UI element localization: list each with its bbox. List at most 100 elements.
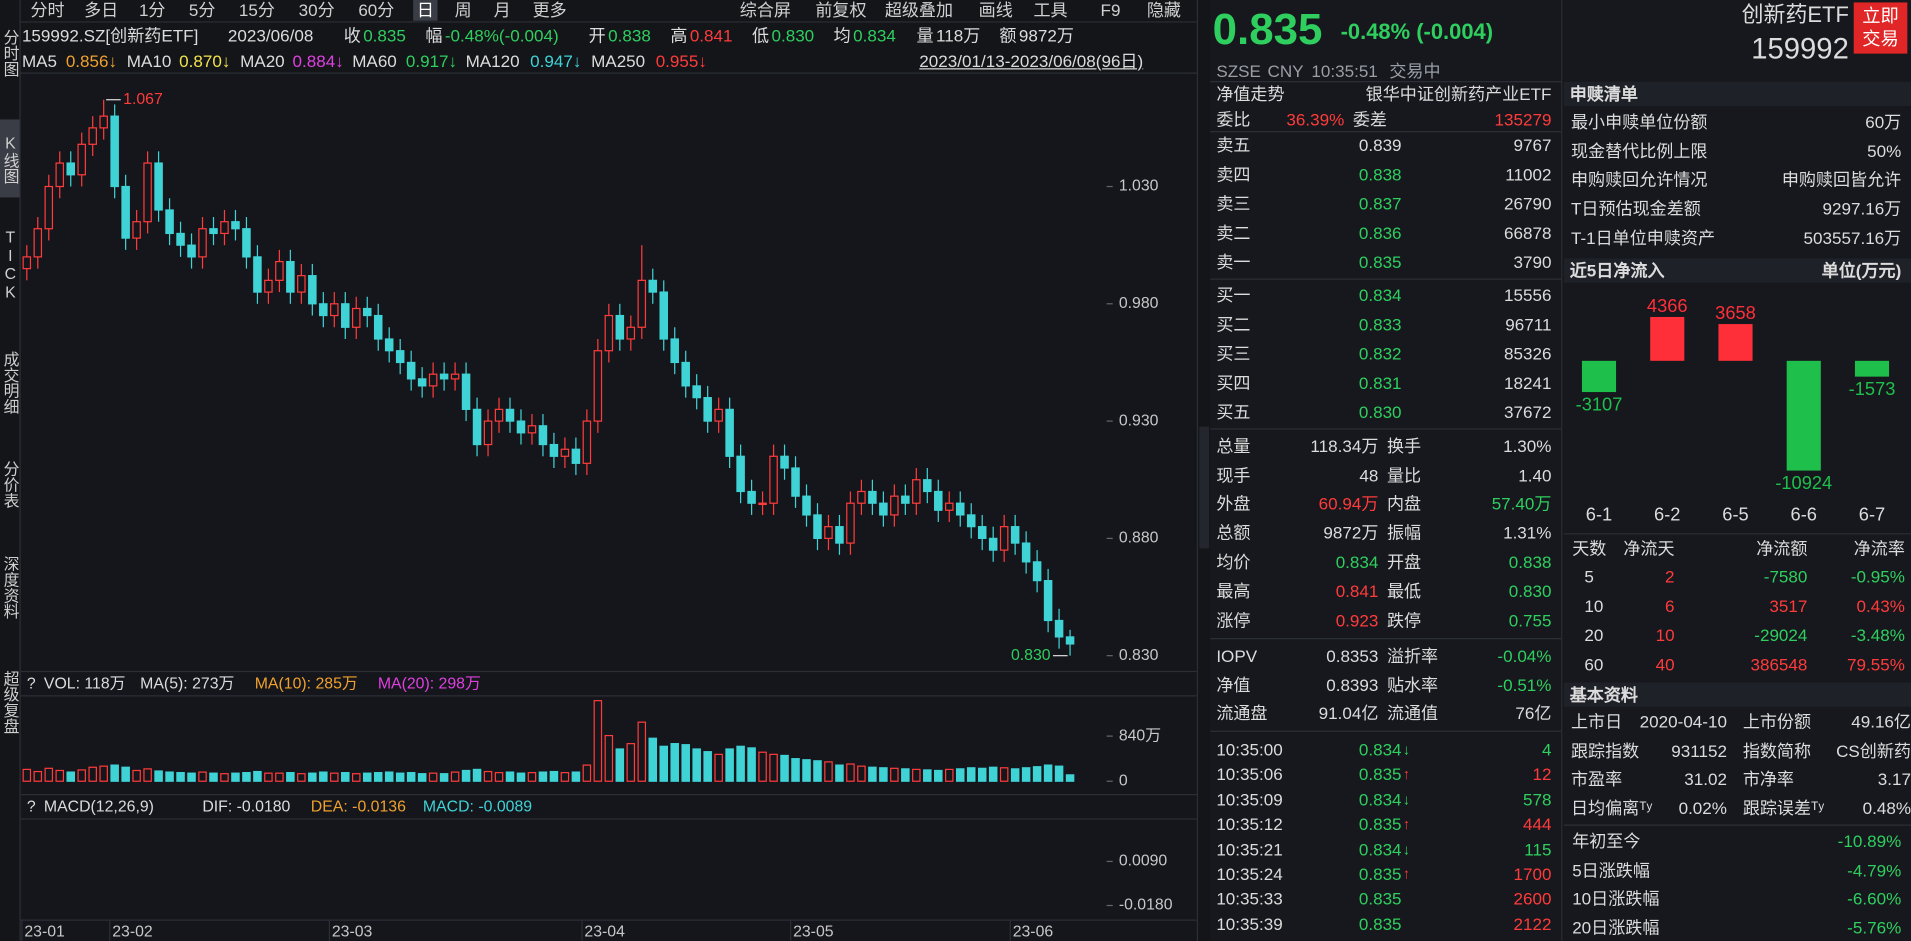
volume-bar xyxy=(198,771,207,782)
candle-body xyxy=(439,373,449,380)
toolbar-button[interactable]: 15分 xyxy=(238,0,275,20)
return-label: 5日涨跌幅 xyxy=(1572,860,1650,880)
toolbar-button[interactable]: 超级叠加 xyxy=(884,0,954,20)
candle-body xyxy=(1021,542,1031,563)
volume-bar xyxy=(516,772,526,782)
candle-body xyxy=(505,408,515,422)
stat-label: 跌停 xyxy=(1386,610,1422,631)
volume-bar xyxy=(297,773,306,782)
info-text: 均 xyxy=(833,25,851,46)
side-tab[interactable]: 超级复盘 xyxy=(1,670,20,734)
toolbar-button[interactable]: 更多 xyxy=(532,0,567,20)
x-tick-label: 23-05 xyxy=(793,924,834,941)
stat-value: 0.830 xyxy=(1508,581,1552,601)
flow-table-cell: 79.55% xyxy=(1847,654,1905,674)
toolbar-button[interactable]: 30分 xyxy=(298,0,335,20)
toolbar-button[interactable]: 月 xyxy=(493,0,511,20)
flow-bar xyxy=(1650,316,1685,361)
flow-value-label: -3107 xyxy=(1576,393,1623,414)
candle-body xyxy=(362,307,372,317)
volume-bar xyxy=(187,772,196,782)
candle-body xyxy=(209,228,218,235)
stat-label: 振幅 xyxy=(1386,522,1422,543)
volume-bar xyxy=(966,767,976,782)
candle-body xyxy=(494,408,504,422)
candle-body xyxy=(758,502,767,506)
flow-table-header: 净流额 xyxy=(1756,538,1808,559)
candle-body xyxy=(1043,580,1053,622)
toolbar-button[interactable]: 日 xyxy=(413,0,438,21)
volume-bar xyxy=(351,773,361,782)
candle-body xyxy=(110,115,119,188)
tick-price: 0.834 xyxy=(1358,839,1402,859)
candle-body xyxy=(384,338,394,352)
stat-label: 总量 xyxy=(1216,436,1251,456)
candle-body xyxy=(648,279,658,293)
candle-body xyxy=(802,495,811,516)
section-title: 近5日净流入 xyxy=(1569,260,1665,281)
stat-value: 0.8353 xyxy=(1326,645,1379,666)
trade-button[interactable]: 立即交易 xyxy=(1853,2,1908,54)
candle-body xyxy=(1032,561,1042,582)
candle-body xyxy=(857,490,866,504)
volume-bar xyxy=(220,773,229,782)
toolbar-button[interactable]: 工具 xyxy=(1033,0,1068,20)
stat-value: 0.923 xyxy=(1335,610,1379,631)
toolbar-button[interactable]: F9 xyxy=(1100,0,1121,20)
volume-bar xyxy=(703,751,712,782)
toolbar-button[interactable]: 前复权 xyxy=(815,0,867,20)
volume-bar xyxy=(1043,764,1053,782)
candle-body xyxy=(66,162,76,176)
y-tick-label: 840万 xyxy=(1119,727,1161,744)
y-tick-label: 0.830 xyxy=(1119,647,1159,664)
side-tab[interactable]: 分时图 xyxy=(1,28,20,77)
candle-body xyxy=(297,275,306,293)
volume-bar xyxy=(275,772,284,782)
ma-label: MA10 xyxy=(126,51,172,71)
side-tab[interactable]: 成交明细 xyxy=(1,351,20,415)
stat-label: 量比 xyxy=(1386,465,1422,486)
candle-body xyxy=(417,378,427,387)
basic-label: 市盈率 xyxy=(1570,769,1623,790)
volume-bar xyxy=(879,767,888,782)
toolbar-button[interactable]: 分时 xyxy=(30,0,65,20)
toolbar-button[interactable]: 综合屏 xyxy=(739,0,791,20)
volume-bar xyxy=(868,766,877,782)
candle-body xyxy=(692,385,701,399)
book-label: 卖五 xyxy=(1216,135,1251,155)
volume-bar xyxy=(33,770,43,782)
candle-body xyxy=(879,502,888,516)
candle-body xyxy=(143,162,152,223)
book-label: 卖一 xyxy=(1216,252,1251,272)
toolbar-button[interactable]: 5分 xyxy=(188,0,216,20)
tick-direction: ↓ xyxy=(1402,741,1411,759)
volume-bar xyxy=(483,770,493,782)
candle-body xyxy=(868,490,877,504)
fund-name: 银华中证创新药产业ETF xyxy=(1365,84,1552,104)
basic-label: 指数简称 xyxy=(1742,740,1812,761)
flow-table-cell: 6 xyxy=(1665,595,1675,616)
side-tab[interactable]: 深度资料 xyxy=(1,555,20,620)
candle-body xyxy=(264,279,273,293)
volume-bar xyxy=(593,700,603,782)
stat-label: 总额 xyxy=(1216,522,1251,543)
toolbar-button[interactable]: 画线 xyxy=(978,0,1013,20)
redeem-value: 503557.16万 xyxy=(1803,227,1902,248)
toolbar-button[interactable]: 多日 xyxy=(84,0,119,20)
toolbar-button[interactable]: 60分 xyxy=(358,0,395,20)
side-tab[interactable]: K线图 xyxy=(0,119,20,198)
side-tab[interactable]: 分价表 xyxy=(1,460,20,508)
side-tab[interactable]: TICK xyxy=(1,227,20,302)
candle-body xyxy=(176,232,185,246)
toolbar-button[interactable]: 隐藏 xyxy=(1146,0,1181,20)
toolbar-button[interactable]: 周 xyxy=(454,0,472,20)
toolbar-button[interactable]: 1分 xyxy=(138,0,166,20)
info-text: 额 xyxy=(999,25,1017,46)
security-code: 159992 xyxy=(1751,32,1849,66)
tick-time: 10:35:09 xyxy=(1216,789,1283,810)
stat-value: 76亿 xyxy=(1515,703,1552,723)
volume-bar xyxy=(1065,774,1075,782)
candle-body xyxy=(824,526,833,539)
x-tick-label: 23-01 xyxy=(24,924,65,941)
